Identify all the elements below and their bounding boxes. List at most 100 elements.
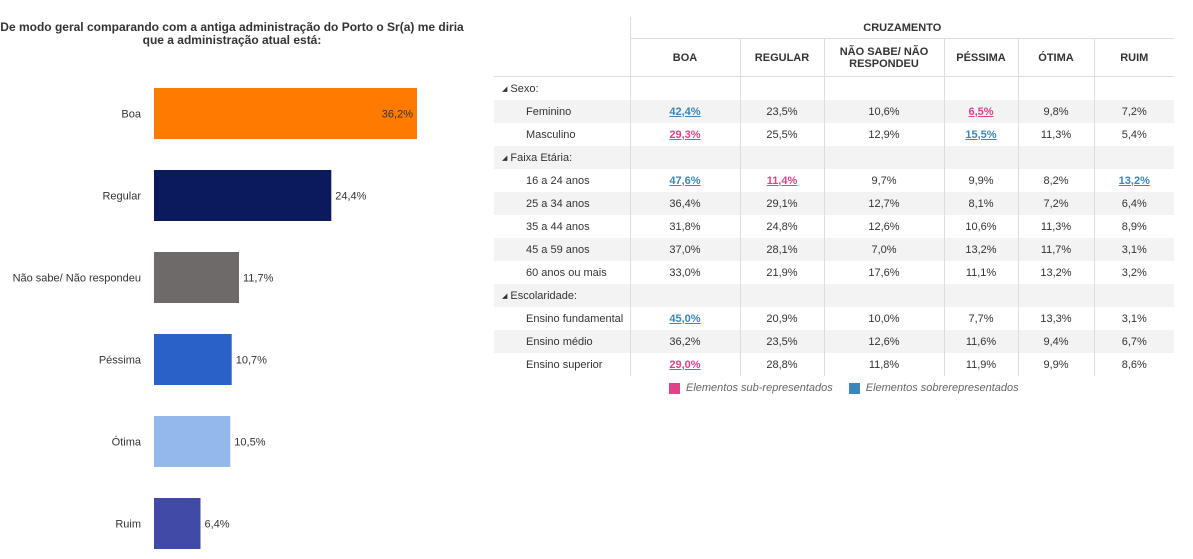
empty-cell	[943, 146, 1018, 169]
table-cell: 6,4%	[1093, 192, 1175, 215]
table-cell: 7,0%	[823, 238, 944, 261]
table-cell: 8,9%	[1093, 215, 1175, 238]
table-cell: 13,2%	[1017, 261, 1094, 284]
bar-2	[154, 252, 239, 303]
table-cell: 5,4%	[1093, 123, 1175, 146]
value-label-3: 10,7%	[236, 355, 267, 367]
table-cell: 13,2%	[943, 238, 1018, 261]
section-title-text: Escolaridade:	[510, 289, 578, 302]
table-cell: 8,6%	[1093, 353, 1175, 376]
row-label: 16 a 24 anos	[526, 174, 590, 187]
table-cell: 8,1%	[943, 192, 1018, 215]
empty-cell	[1017, 146, 1094, 169]
overrepresented-value: 42,4%	[669, 105, 701, 118]
crosstab-corner	[494, 17, 630, 39]
empty-cell	[1093, 284, 1175, 307]
table-cell: 28,1%	[739, 238, 824, 261]
table-cell: 29,0%	[629, 353, 740, 376]
crosstab-table: CRUZAMENTO BOA REGULAR NÃO SABE/ NÃO RESPO…	[494, 17, 1175, 376]
table-row: Ensino médio 36,2% 23,5% 12,6% 11,6% 9,4% 6,7%	[494, 330, 1175, 353]
value-label-5: 6,4%	[204, 519, 229, 531]
value-label-0: 36,2%	[382, 109, 413, 121]
table-cell: 20,9%	[739, 307, 824, 330]
section-title[interactable]: ◢ Faixa Etária:	[494, 146, 630, 169]
table-cell: 45,0%	[629, 307, 740, 330]
row-label: Ensino superior	[526, 358, 603, 371]
table-cell: 29,3%	[629, 123, 740, 146]
row-label: 45 a 59 anos	[494, 238, 630, 261]
column-header-5: RUIM	[1093, 38, 1175, 77]
table-cell: 3,1%	[1093, 238, 1175, 261]
table-cell: 11,8%	[823, 353, 944, 376]
table-row: Ensino fundamental 45,0% 20,9% 10,0% 7,7% 13,…	[494, 307, 1175, 330]
section-row: ◢ Faixa Etária:	[494, 146, 1175, 169]
table-row: Feminino 42,4% 23,5% 10,6% 6,5% 9,8% 7,2%	[494, 100, 1175, 123]
table-cell: 33,0%	[629, 261, 740, 284]
category-label-5: Ruim	[115, 519, 141, 531]
table-cell: 29,1%	[739, 192, 824, 215]
table-row: Masculino 29,3% 25,5% 12,9% 15,5% 11,3% 5,4%	[494, 123, 1175, 146]
table-cell: 23,5%	[739, 100, 824, 123]
bar-3	[154, 334, 232, 385]
column-header-4: ÓTIMA	[1017, 38, 1094, 77]
table-cell: 13,2%	[1093, 169, 1175, 192]
crosstab-group-header: CRUZAMENTO	[629, 17, 1175, 39]
collapse-triangle-icon[interactable]: ◢	[502, 154, 508, 162]
empty-cell	[739, 76, 824, 100]
table-cell: 10,6%	[943, 215, 1018, 238]
bar-0	[154, 88, 417, 139]
empty-cell	[629, 284, 740, 307]
empty-cell	[739, 284, 824, 307]
table-cell: 11,1%	[943, 261, 1018, 284]
table-cell: 9,4%	[1017, 330, 1094, 353]
table-row: Ensino superior 29,0% 28,8% 11,8% 11,9% 9,9% 8…	[494, 353, 1175, 376]
empty-cell	[1093, 146, 1175, 169]
overrepresented-value: 15,5%	[965, 128, 997, 141]
bar-1	[154, 170, 332, 221]
empty-cell	[629, 146, 740, 169]
table-cell: 24,8%	[739, 215, 824, 238]
underrepresented-value: 11,4%	[766, 174, 798, 187]
table-cell: 23,5%	[739, 330, 824, 353]
empty-cell	[1093, 76, 1175, 100]
table-cell: 9,8%	[1017, 100, 1094, 123]
row-label: Feminino	[494, 100, 630, 123]
table-cell: 12,7%	[823, 192, 944, 215]
category-label-4: Ótima	[112, 436, 142, 449]
collapse-triangle-icon[interactable]: ◢	[502, 292, 508, 300]
bar-5	[154, 498, 201, 549]
table-cell: 17,6%	[823, 261, 944, 284]
table-cell: 11,7%	[1017, 238, 1094, 261]
table-cell: 7,2%	[1093, 100, 1175, 123]
table-row: 35 a 44 anos 31,8% 24,8% 12,6% 10,6% 11,3% 8,9…	[494, 215, 1175, 238]
empty-cell	[823, 76, 944, 100]
empty-cell	[629, 76, 740, 100]
overrepresented-value: 13,2%	[1118, 174, 1150, 187]
section-title[interactable]: ◢ Escolaridade:	[494, 284, 630, 307]
row-label: 60 anos ou mais	[526, 266, 607, 279]
category-label-0: Boa	[121, 109, 141, 121]
table-cell: 11,4%	[739, 169, 824, 192]
category-label-3: Péssima	[99, 355, 142, 367]
legend-label-over: Elementos sobrerepresentados	[865, 382, 1019, 394]
empty-cell	[1017, 76, 1094, 100]
underrepresented-value: 29,3%	[669, 128, 701, 141]
table-cell: 47,6%	[629, 169, 740, 192]
table-row: 25 a 34 anos 36,4% 29,1% 12,7% 8,1% 7,2% 6,4%	[494, 192, 1175, 215]
overrepresented-value: 45,0%	[669, 312, 701, 325]
table-cell: 9,7%	[823, 169, 944, 192]
table-cell: 10,0%	[823, 307, 944, 330]
column-header-1: REGULAR	[739, 38, 824, 77]
section-title[interactable]: ◢ Sexo:	[494, 77, 630, 101]
table-cell: 3,1%	[1093, 307, 1175, 330]
value-label-2: 11,7%	[243, 273, 274, 285]
category-label-2: Não sabe/ Não respondeu	[13, 273, 141, 285]
table-row: 45 a 59 anos 37,0% 28,1% 7,0% 13,2% 11,7% 3,1%	[494, 238, 1175, 261]
table-cell: 12,9%	[823, 123, 944, 146]
legend-swatch-over	[848, 382, 860, 394]
table-cell: 21,9%	[739, 261, 824, 284]
empty-cell	[1017, 284, 1094, 307]
table-cell: 13,3%	[1017, 307, 1094, 330]
chart-title: De modo geral comparando com a antiga ad…	[0, 20, 464, 47]
collapse-triangle-icon[interactable]: ◢	[502, 85, 508, 93]
